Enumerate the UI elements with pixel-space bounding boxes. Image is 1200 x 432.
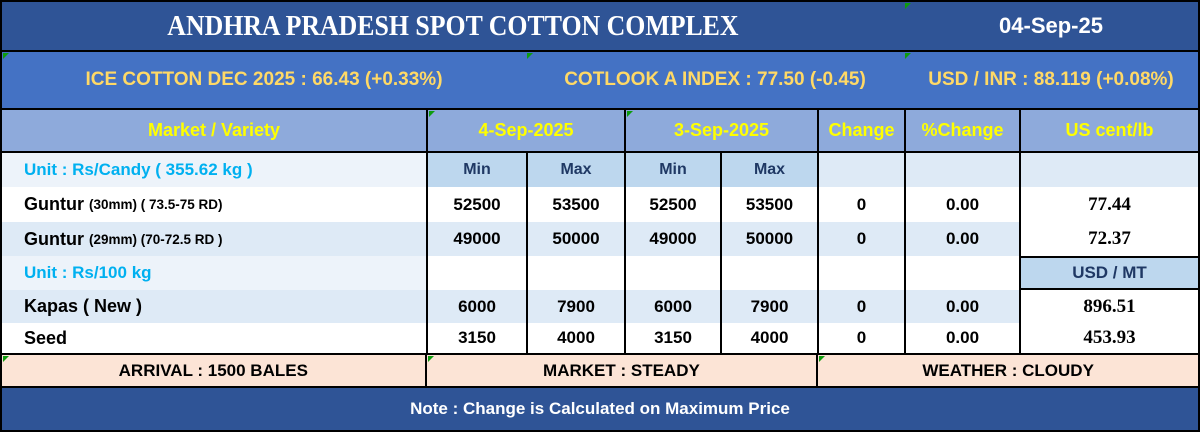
ticker-ice-cotton: ICE COTTON DEC 2025 : 66.43 (+0.33%) <box>2 52 526 108</box>
note-text: Note : Change is Calculated on Maximum P… <box>410 399 790 418</box>
weather-cell: WEATHER : CLOUDY <box>816 355 1198 386</box>
cell-change: 0 <box>817 222 904 256</box>
empty-cell <box>624 256 720 290</box>
note-band: Note : Change is Calculated on Maximum P… <box>2 388 1198 430</box>
cell-flag-icon <box>429 111 435 117</box>
cell-flag-icon <box>819 356 826 362</box>
price-table: Market / Variety 4-Sep-2025 3-Sep-2025 C… <box>2 110 1198 353</box>
market-text: MARKET : STEADY <box>543 360 700 380</box>
cell-flag-icon <box>905 53 911 59</box>
cell-us-cent: 453.93 <box>1019 323 1198 353</box>
empty-cell <box>904 153 1019 187</box>
cell-flag-icon <box>3 53 9 59</box>
subheader-max-2: Max <box>720 153 817 187</box>
col-header-date-2-label: 3-Sep-2025 <box>673 120 770 140</box>
cell-flag-icon <box>905 3 911 9</box>
empty-cell <box>1019 153 1198 187</box>
cell-max-2: 50000 <box>720 222 817 256</box>
cell-flag-icon <box>527 53 533 59</box>
divider <box>2 108 1198 110</box>
cell-flag-icon <box>427 356 434 362</box>
cell-min-1: 49000 <box>426 222 526 256</box>
variety-spec: (29mm) (70-72.5 RD ) <box>89 231 223 247</box>
cell-max-1: 50000 <box>526 222 624 256</box>
ticker-usd-inr: USD / INR : 88.119 (+0.08%) <box>904 52 1198 108</box>
cell-min-1: 3150 <box>426 323 526 353</box>
row-label: Seed <box>2 323 426 353</box>
empty-cell <box>817 153 904 187</box>
variety-name: Kapas ( New ) <box>24 296 143 316</box>
ticker-ice-text: ICE COTTON DEC 2025 : 66.43 (+0.33%) <box>85 69 443 90</box>
col-header-date-1-label: 4-Sep-2025 <box>478 120 574 140</box>
cell-max-1: 53500 <box>526 187 624 222</box>
empty-cell <box>904 256 1019 290</box>
ticker-usdinr-text: USD / INR : 88.119 (+0.08%) <box>928 69 1174 90</box>
variety-name: Seed <box>24 327 68 348</box>
ticker-cotlook-text: COTLOOK A INDEX : 77.50 (-0.45) <box>564 69 866 90</box>
summary-band: ARRIVAL : 1500 BALES MARKET : STEADY WEA… <box>2 355 1198 386</box>
col-header-change: Change <box>817 110 904 153</box>
cell-change: 0 <box>817 187 904 222</box>
cell-min-2: 49000 <box>624 222 720 256</box>
cell-min-2: 3150 <box>624 323 720 353</box>
cell-change: 0 <box>817 323 904 353</box>
variety-name: Guntur <box>24 228 84 249</box>
weather-text: WEATHER : CLOUDY <box>922 360 1094 380</box>
unit-candy-label: Unit : Rs/Candy ( 355.62 kg ) <box>2 153 426 187</box>
row-label: Kapas ( New ) <box>2 290 426 323</box>
cell-pchange: 0.00 <box>904 222 1019 256</box>
col-header-date-1: 4-Sep-2025 <box>426 110 624 153</box>
empty-cell <box>526 256 624 290</box>
col-header-pchange: %Change <box>904 110 1019 153</box>
row-label: Guntur (30mm) ( 73.5-75 RD) <box>2 187 426 222</box>
col-header-us-cent: US cent/lb <box>1019 110 1198 153</box>
subheader-min-2: Min <box>624 153 720 187</box>
unit-100kg-label: Unit : Rs/100 kg <box>2 256 426 290</box>
date-cell: 04-Sep-25 <box>904 2 1198 50</box>
cell-flag-icon <box>3 356 9 362</box>
usd-mt-header: USD / MT <box>1019 256 1198 290</box>
cell-max-1: 7900 <box>526 290 624 323</box>
page-title: ANDHRA PRADESH SPOT COTTON COMPLEX <box>167 9 739 42</box>
cell-us-cent: 77.44 <box>1019 187 1198 222</box>
cell-max-2: 7900 <box>720 290 817 323</box>
cell-min-1: 6000 <box>426 290 526 323</box>
subheader-min-1: Min <box>426 153 526 187</box>
cell-pchange: 0.00 <box>904 323 1019 353</box>
cell-change: 0 <box>817 290 904 323</box>
subheader-max-1: Max <box>526 153 624 187</box>
cell-us-cent: 896.51 <box>1019 290 1198 323</box>
divider <box>2 386 1198 388</box>
cell-us-cent: 72.37 <box>1019 222 1198 256</box>
col-header-date-2: 3-Sep-2025 <box>624 110 817 153</box>
ticker-cotlook: COTLOOK A INDEX : 77.50 (-0.45) <box>526 52 904 108</box>
cell-min-2: 52500 <box>624 187 720 222</box>
variety-spec: (30mm) ( 73.5-75 RD) <box>89 197 223 212</box>
arrival-cell: ARRIVAL : 1500 BALES <box>2 355 425 386</box>
cell-pchange: 0.00 <box>904 290 1019 323</box>
title-band: ANDHRA PRADESH SPOT COTTON COMPLEX 04-Se… <box>2 2 1198 50</box>
empty-cell <box>817 256 904 290</box>
variety-name: Guntur <box>24 194 84 214</box>
report-date: 04-Sep-25 <box>999 13 1103 38</box>
empty-cell <box>426 256 526 290</box>
arrival-text: ARRIVAL : 1500 BALES <box>118 360 308 380</box>
col-header-market-variety: Market / Variety <box>2 110 426 153</box>
cell-max-1: 4000 <box>526 323 624 353</box>
cell-pchange: 0.00 <box>904 187 1019 222</box>
cell-min-1: 52500 <box>426 187 526 222</box>
cell-max-2: 53500 <box>720 187 817 222</box>
title-cell: ANDHRA PRADESH SPOT COTTON COMPLEX <box>2 2 904 50</box>
divider <box>2 50 1198 52</box>
empty-cell <box>720 256 817 290</box>
cell-max-2: 4000 <box>720 323 817 353</box>
cell-flag-icon <box>627 111 633 117</box>
ticker-band: ICE COTTON DEC 2025 : 66.43 (+0.33%) COT… <box>2 52 1198 108</box>
market-cell: MARKET : STEADY <box>424 355 817 386</box>
row-label: Guntur (29mm) (70-72.5 RD ) <box>2 222 426 256</box>
divider <box>2 353 1198 355</box>
cell-min-2: 6000 <box>624 290 720 323</box>
